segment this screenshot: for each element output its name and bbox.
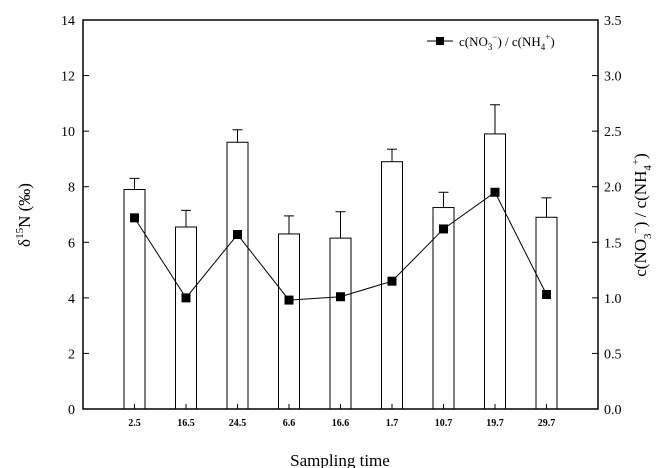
- legend-marker: [436, 37, 444, 45]
- legend-label: c(NO3−) / c(NH4+): [459, 32, 555, 52]
- bar: [484, 133, 506, 410]
- right-tick-label: 0.5: [604, 347, 622, 362]
- x-tick-label: 16.5: [177, 418, 195, 429]
- left-tick-label: 14: [61, 14, 75, 29]
- x-tick-label: 19.7: [486, 418, 504, 429]
- right-tick-label: 3.0: [604, 70, 622, 85]
- ratio-line-layer: [130, 187, 551, 305]
- left-axis-ticks: 0 2 4 6 8 10 12 14: [61, 14, 89, 418]
- right-axis-ticks: 0.0 0.5 1.0 1.5 2.0 2.5 3.0 3.5: [592, 14, 622, 418]
- left-tick-label: 10: [61, 125, 75, 140]
- ratio-point: [542, 290, 551, 300]
- left-tick-label: 6: [68, 236, 75, 251]
- x-tick-label: 2.5: [128, 418, 141, 429]
- bar: [226, 141, 249, 410]
- y-axis-title-left: δ15N (‰): [14, 183, 34, 247]
- x-tick-label: 6.6: [283, 418, 296, 429]
- x-axis-title: Sampling time: [290, 451, 390, 468]
- left-tick-label: 8: [68, 181, 75, 196]
- right-tick-label: 2.5: [604, 125, 622, 140]
- ratio-point: [336, 292, 345, 302]
- right-tick-label: 0.0: [604, 403, 622, 418]
- x-tick-label: 29.7: [538, 418, 556, 429]
- x-tick-label: 1.7: [386, 418, 399, 429]
- x-tick-label: 10.7: [435, 418, 453, 429]
- left-tick-label: 12: [61, 70, 75, 85]
- bar: [432, 207, 455, 410]
- left-tick-label: 4: [68, 292, 75, 307]
- bar: [535, 216, 558, 410]
- ratio-point: [130, 213, 139, 223]
- left-tick-label: 0: [68, 403, 75, 418]
- ratio-point: [284, 295, 294, 305]
- x-tick-label: 24.5: [229, 418, 247, 429]
- left-tick-label: 2: [68, 347, 75, 362]
- bar: [123, 188, 146, 410]
- y-axis-title-right: c(NO3−) / c(NH4+): [630, 153, 654, 277]
- ratio-point: [490, 187, 500, 197]
- bar: [329, 237, 352, 410]
- error-bars-layer: [129, 104, 552, 239]
- ratio-point: [387, 276, 397, 286]
- legend: c(NO3−) / c(NH4+): [427, 32, 555, 52]
- right-tick-label: 1.0: [604, 292, 622, 307]
- bar: [175, 226, 197, 410]
- ratio-point: [439, 224, 448, 234]
- right-tick-label: 1.5: [604, 236, 622, 251]
- right-tick-label: 3.5: [604, 14, 622, 29]
- bars-layer: [123, 133, 558, 410]
- x-axis-ticks: 2.5 16.5 24.5 6.6 16.6 1.7 10.7 19.7 29.7: [128, 404, 555, 429]
- right-tick-label: 2.0: [604, 181, 622, 196]
- bar: [278, 233, 300, 410]
- x-tick-label: 16.6: [332, 418, 350, 429]
- ratio-point: [233, 230, 242, 240]
- ratio-point: [181, 293, 191, 303]
